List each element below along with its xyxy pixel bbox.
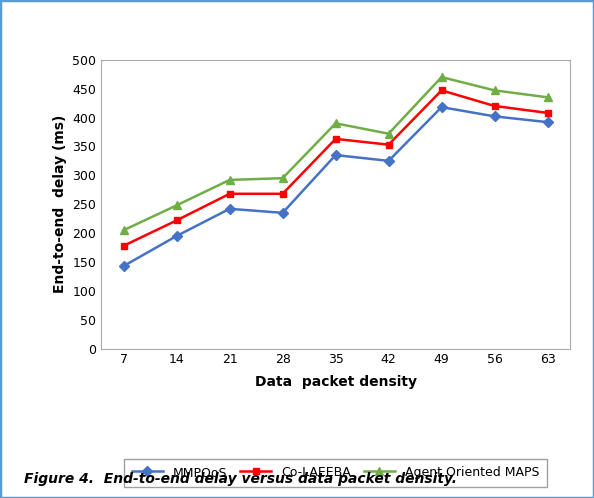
Line: MMPQoS: MMPQoS — [120, 104, 551, 269]
Co-LAEEBA — [120, 243, 127, 249]
Line: Agent Oriented MAPS: Agent Oriented MAPS — [119, 73, 552, 235]
MMPQoS — [120, 263, 127, 269]
MMPQoS — [332, 152, 339, 158]
MMPQoS — [226, 206, 233, 212]
Agent Oriented MAPS — [332, 121, 339, 126]
Agent Oriented MAPS — [226, 177, 233, 183]
Co-LAEEBA — [279, 191, 286, 197]
Co-LAEEBA — [438, 87, 445, 93]
Agent Oriented MAPS — [120, 227, 127, 233]
MMPQoS — [173, 233, 180, 239]
Co-LAEEBA — [173, 217, 180, 223]
Co-LAEEBA — [491, 103, 498, 109]
X-axis label: Data  packet density: Data packet density — [255, 375, 416, 389]
Co-LAEEBA — [385, 142, 392, 148]
Agent Oriented MAPS — [438, 74, 445, 80]
Y-axis label: End-to-end  delay (ms): End-to-end delay (ms) — [52, 115, 67, 293]
Legend: MMPQoS, Co-LAEEBA, Agent Oriented MAPS: MMPQoS, Co-LAEEBA, Agent Oriented MAPS — [124, 459, 547, 487]
MMPQoS — [279, 210, 286, 216]
MMPQoS — [544, 119, 551, 125]
Agent Oriented MAPS — [279, 175, 286, 181]
Agent Oriented MAPS — [491, 87, 498, 93]
Line: Co-LAEEBA: Co-LAEEBA — [120, 87, 551, 249]
MMPQoS — [385, 158, 392, 164]
MMPQoS — [438, 104, 445, 110]
Agent Oriented MAPS — [544, 94, 551, 100]
Text: Figure 4.  End-to-end delay versus data packet density.: Figure 4. End-to-end delay versus data p… — [24, 472, 457, 486]
Agent Oriented MAPS — [385, 130, 392, 136]
Co-LAEEBA — [544, 110, 551, 116]
Co-LAEEBA — [226, 191, 233, 197]
Agent Oriented MAPS — [173, 202, 180, 208]
Co-LAEEBA — [332, 136, 339, 142]
MMPQoS — [491, 114, 498, 120]
